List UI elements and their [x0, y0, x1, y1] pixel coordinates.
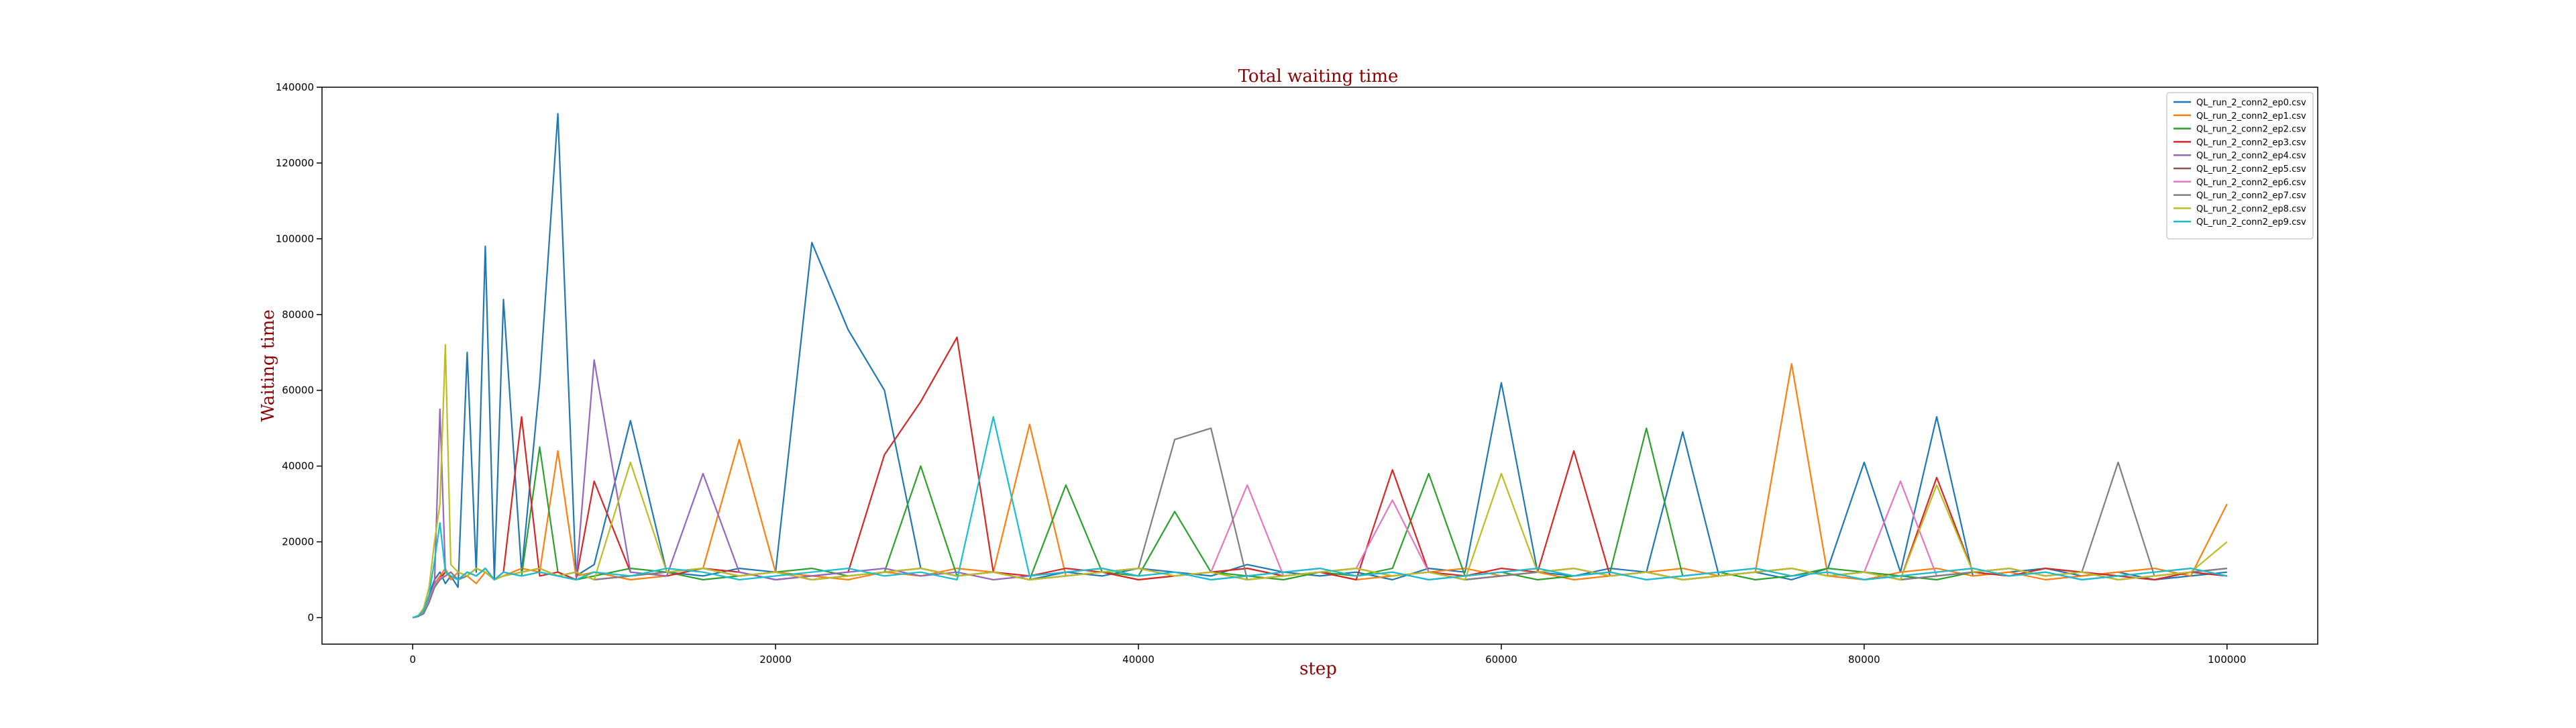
series-line-4	[412, 359, 2228, 619]
y-tick-label: 60000	[282, 384, 314, 397]
series-line-6	[412, 480, 2227, 619]
plot-lines	[412, 113, 2228, 619]
x-tick-label: 0	[409, 654, 416, 666]
legend-entry: QL_run_2_conn2_ep4.csv	[2196, 151, 2306, 161]
legend: QL_run_2_conn2_ep0.csv QL_run_2_conn2_ep1…	[2166, 92, 2314, 240]
legend-entry: QL_run_2_conn2_ep5.csv	[2196, 164, 2306, 174]
y-axis-label: Waiting time	[258, 309, 278, 422]
legend-entry: QL_run_2_conn2_ep2.csv	[2196, 125, 2306, 135]
y-tick-label: 20000	[282, 536, 314, 548]
series-line-9	[412, 416, 2228, 619]
legend-box	[2166, 92, 2314, 240]
legend-entry: QL_run_2_conn2_ep8.csv	[2196, 204, 2306, 214]
y-tick-label: 0	[307, 611, 314, 623]
legend-entry: QL_run_2_conn2_ep1.csv	[2196, 111, 2306, 121]
y-tick-label: 140000	[276, 81, 314, 93]
x-tick-label: 100000	[2208, 654, 2246, 666]
legend-entry: QL_run_2_conn2_ep3.csv	[2196, 138, 2306, 148]
legend-entry: QL_run_2_conn2_ep0.csv	[2196, 98, 2306, 108]
y-tick-label: 120000	[276, 157, 314, 169]
y-tick-label: 80000	[282, 309, 314, 321]
y-tick-label: 100000	[276, 233, 314, 245]
series-line-8	[412, 344, 2228, 619]
x-axis-label: step	[1299, 659, 1337, 679]
legend-entry: QL_run_2_conn2_ep7.csv	[2196, 191, 2306, 201]
series-line-0	[412, 113, 2227, 619]
x-tick-label: 80000	[1848, 654, 1880, 666]
legend-entry: QL_run_2_conn2_ep9.csv	[2196, 217, 2306, 227]
x-tick-label: 20000	[759, 654, 792, 666]
axes: 0 20000 40000 60000 80000 100000 0 20000 40000 60…	[276, 81, 2318, 666]
chart-title: Total waiting time	[1238, 66, 1399, 87]
plot-frame	[321, 87, 2318, 645]
legend-entry: QL_run_2_conn2_ep6.csv	[2196, 178, 2306, 188]
x-tick-label: 40000	[1122, 654, 1155, 666]
y-tick-label: 40000	[282, 460, 314, 472]
x-tick-label: 60000	[1485, 654, 1517, 666]
series-line-1	[412, 363, 2228, 619]
